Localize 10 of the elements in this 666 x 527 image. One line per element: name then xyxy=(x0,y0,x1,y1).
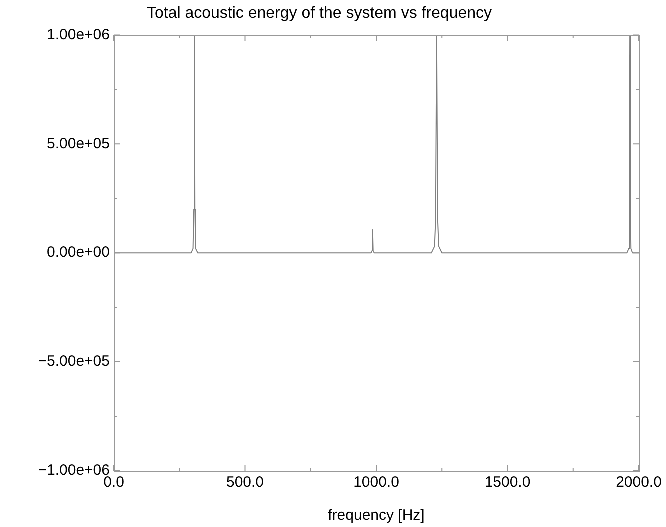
y-tick-label: 5.00e+05 xyxy=(47,135,110,152)
y-tick-label: 0.00e+00 xyxy=(47,244,110,262)
x-axis-title: frequency [Hz] xyxy=(328,507,425,524)
x-tick-label: 2000.0 xyxy=(616,474,662,492)
chart-title: Total acoustic energy of the system vs frequency xyxy=(146,5,492,22)
y-tick-label: −5.00e+05 xyxy=(38,353,110,370)
y-tick-label: 1.00e+06 xyxy=(47,26,110,44)
x-tick-label: 1000.0 xyxy=(354,474,400,492)
x-tick-label: 1500.0 xyxy=(484,474,531,492)
x-tick-label: 500.0 xyxy=(226,474,264,492)
